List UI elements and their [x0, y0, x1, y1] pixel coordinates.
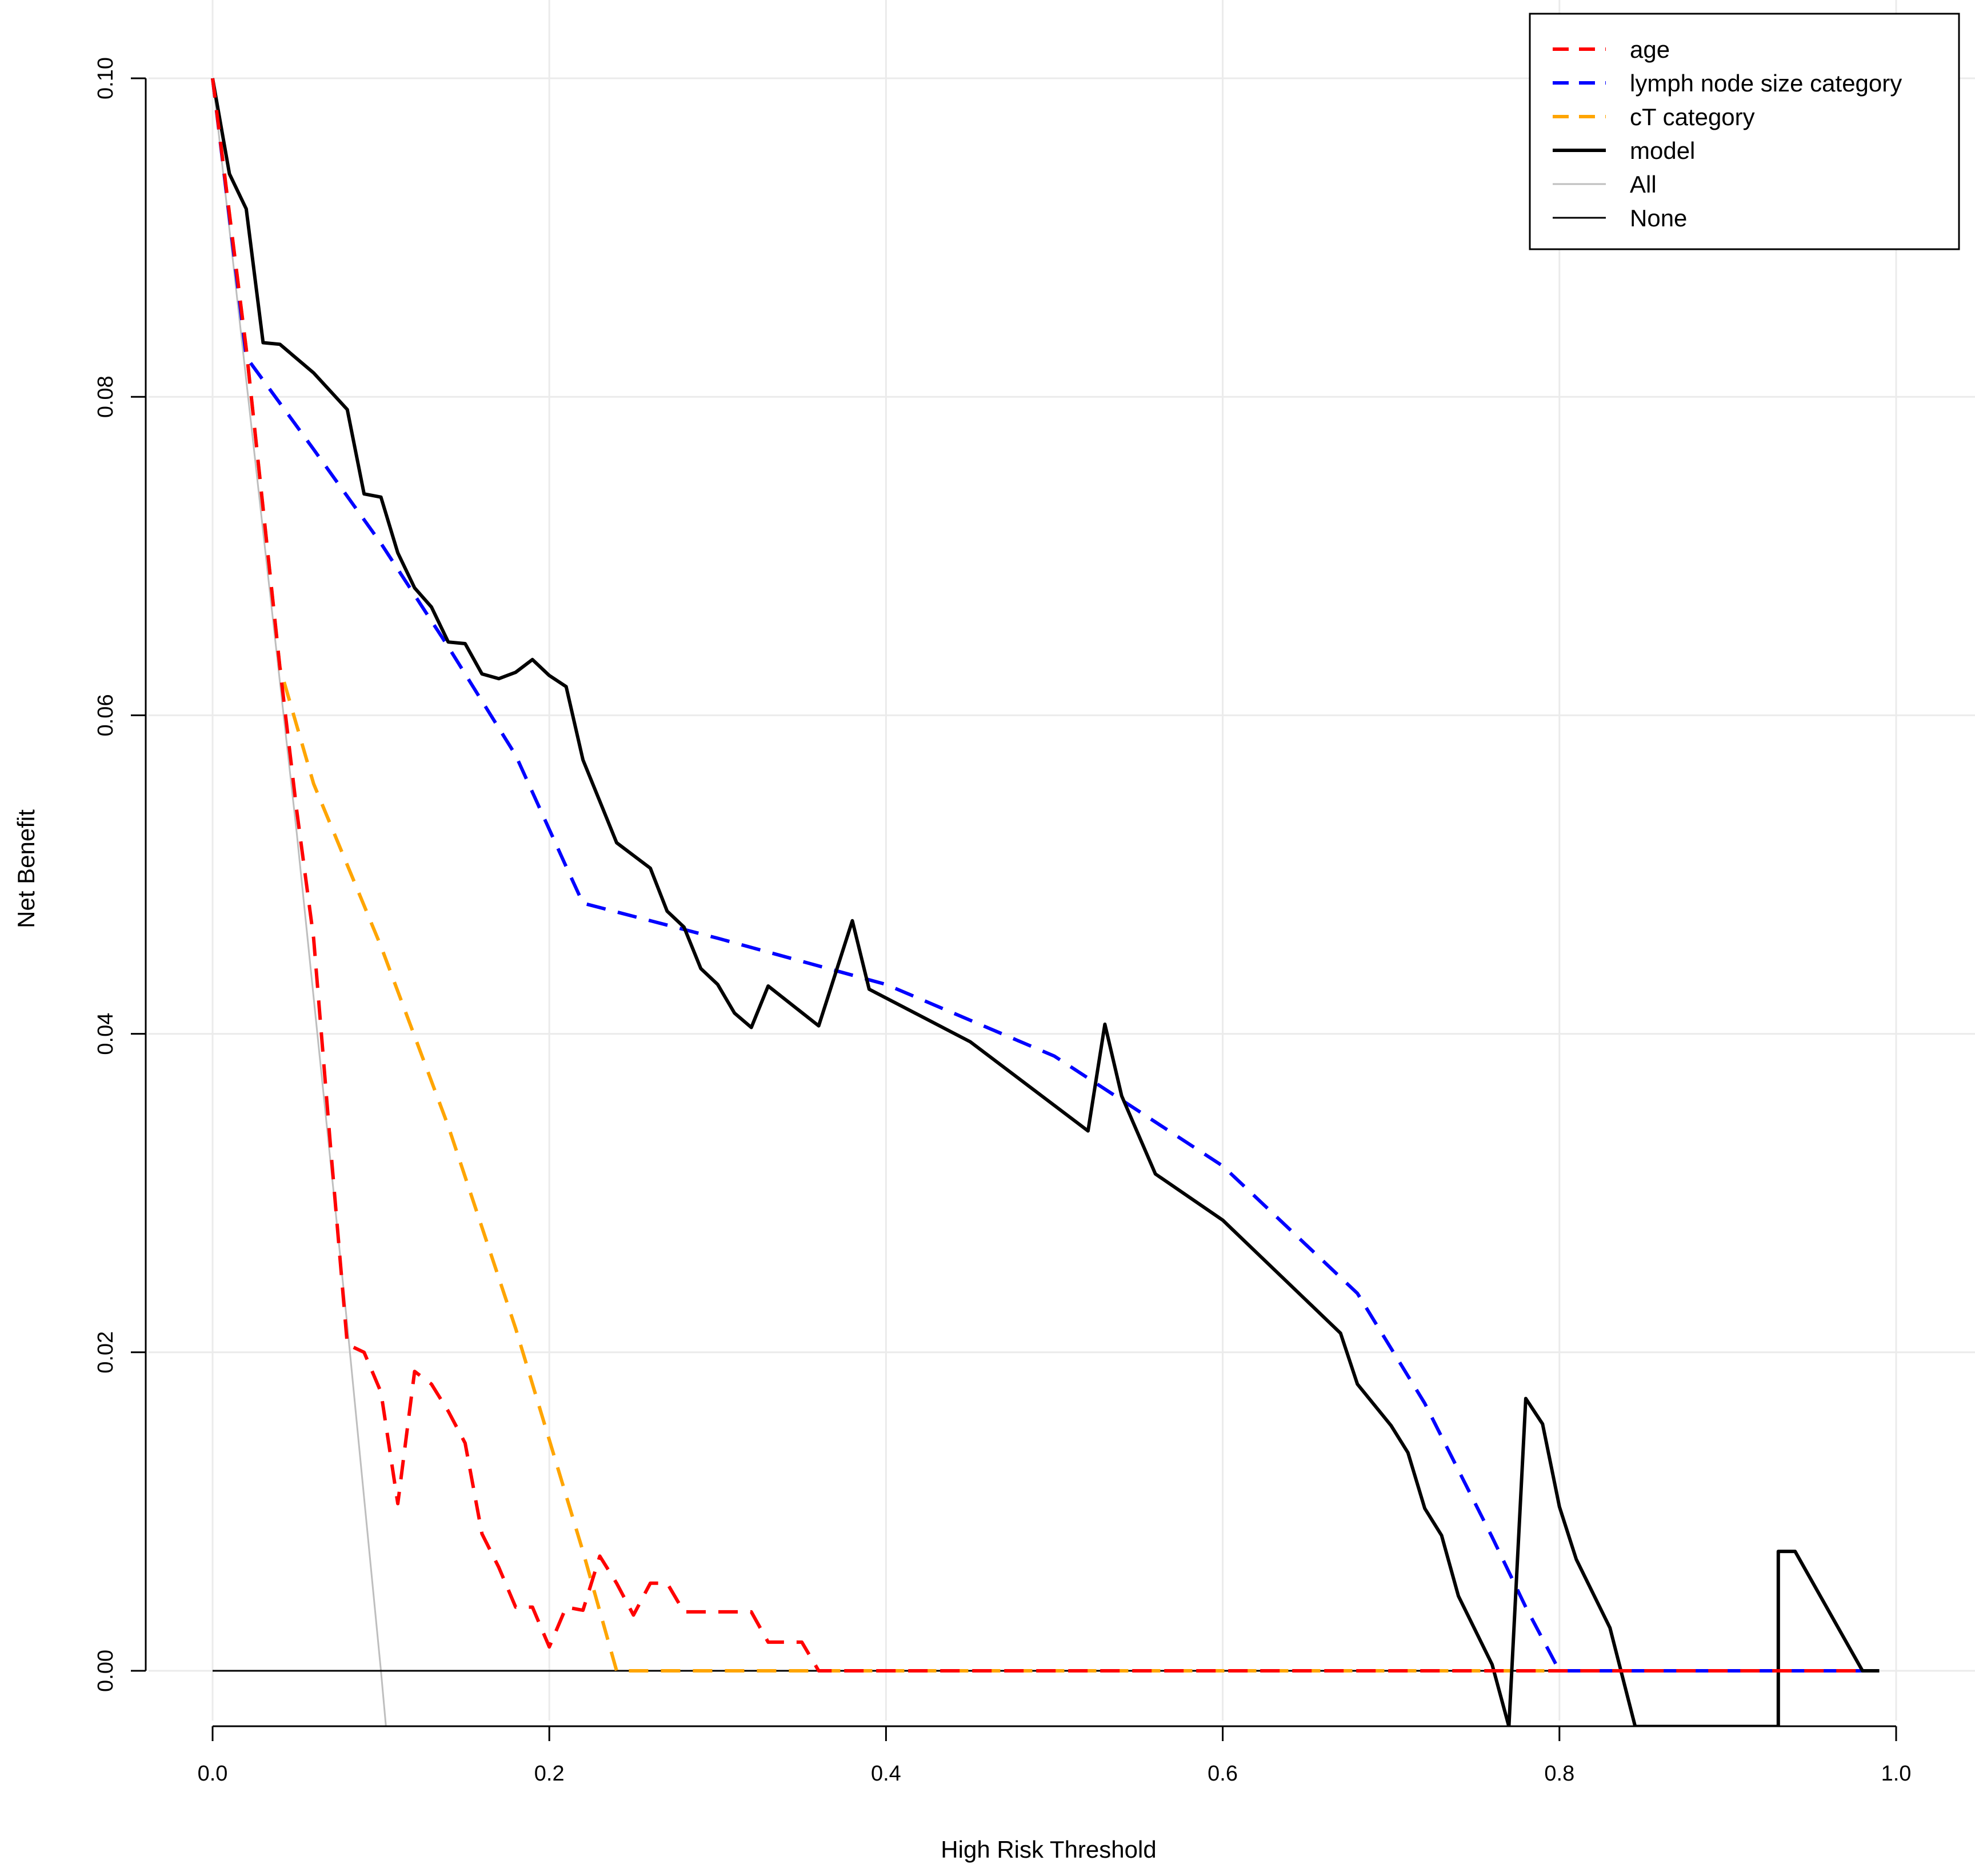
- series-line-age: [211, 78, 1863, 1673]
- legend-label: cT category: [1630, 103, 1755, 130]
- x-tick-label: 0.8: [1544, 1762, 1574, 1786]
- axes: 0.0 0.2 0.4 0.6 0.8 1.0 0.00 0.02 0.04 0.06 0.08 0.…: [94, 57, 1911, 1786]
- legend-label: age: [1630, 36, 1670, 63]
- x-tick-label: 0.6: [1208, 1762, 1238, 1786]
- legend-label: None: [1630, 205, 1687, 231]
- y-tick-label: 0.04: [94, 1013, 118, 1055]
- series-line-ct-category: [211, 78, 1863, 1673]
- x-tick-label: 0.0: [198, 1762, 228, 1786]
- series-line-model: [211, 78, 1880, 1727]
- legend-box: [1529, 13, 1960, 250]
- legend: age lymph node size category cT category mo…: [1529, 13, 1960, 250]
- x-tick-label: 1.0: [1881, 1762, 1912, 1786]
- legend-label: All: [1630, 171, 1657, 198]
- y-tick-label: 0.08: [94, 376, 118, 418]
- series-line-lymph-node-size-category: [211, 78, 1863, 1673]
- y-tick-label: 0.06: [94, 694, 118, 736]
- x-axis-title: High Risk Threshold: [941, 1836, 1156, 1863]
- x-tick-label: 0.4: [871, 1762, 901, 1786]
- y-axis-title: Net Benefit: [13, 809, 39, 928]
- y-tick-label: 0.10: [94, 57, 118, 99]
- legend-label: lymph node size category: [1630, 70, 1902, 97]
- series-lines: [211, 78, 1880, 1727]
- legend-label: model: [1630, 137, 1695, 164]
- series-line-all: [211, 78, 387, 1727]
- grid: [149, 0, 1975, 1721]
- y-tick-label: 0.00: [94, 1650, 118, 1692]
- x-tick-label: 0.2: [534, 1762, 565, 1786]
- y-tick-label: 0.02: [94, 1331, 118, 1374]
